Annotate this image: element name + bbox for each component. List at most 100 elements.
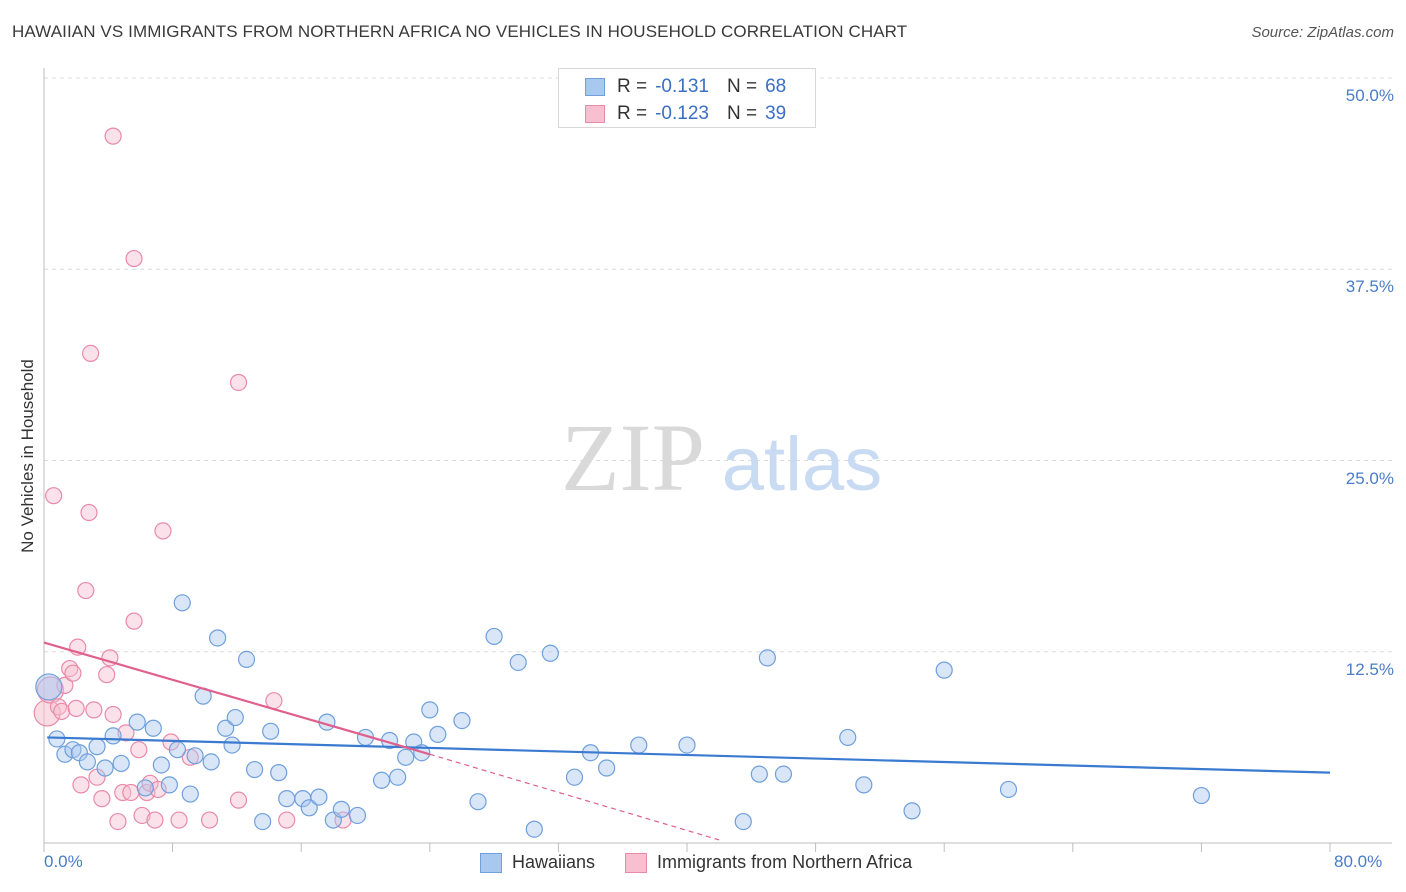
data-point: [855, 776, 873, 794]
data-point: [774, 765, 793, 783]
data-point: [389, 768, 407, 786]
data-point: [168, 741, 187, 759]
data-point: [104, 705, 122, 724]
data-point: [160, 776, 178, 794]
data-point: [209, 629, 227, 647]
watermark-atlas: atlas: [722, 422, 883, 507]
data-point: [125, 612, 143, 630]
data-point: [750, 765, 768, 783]
watermark: ZIP atlas: [561, 404, 882, 511]
data-point: [144, 719, 162, 737]
data-point: [229, 373, 248, 392]
legend-r-label: R =: [617, 103, 648, 124]
legend-r-value: -0.123: [655, 103, 709, 124]
data-point: [999, 780, 1018, 799]
data-point: [469, 793, 487, 811]
data-point: [64, 664, 82, 682]
data-point: [117, 724, 135, 742]
data-point: [734, 812, 752, 831]
y-tick-label: 12.5%: [1345, 659, 1394, 679]
data-point: [278, 811, 296, 829]
y-tick-label: 37.5%: [1345, 277, 1394, 297]
data-point: [104, 127, 122, 145]
data-point: [598, 759, 616, 777]
x-tick-min: 0.0%: [44, 852, 83, 871]
data-point: [935, 661, 953, 679]
data-point: [78, 753, 97, 771]
data-point: [35, 673, 63, 701]
data-point: [229, 791, 248, 809]
data-point: [200, 811, 219, 829]
data-point: [541, 644, 559, 662]
data-point: [397, 748, 415, 766]
data-point: [254, 812, 272, 831]
data-point: [270, 764, 288, 782]
legend-label-hawaiians: Hawaiians: [512, 852, 596, 872]
data-point: [88, 738, 106, 756]
data-point: [839, 728, 857, 747]
legend-item-immigrants: Immigrants from Northern Africa: [625, 852, 912, 873]
data-point: [217, 719, 235, 737]
data-point: [565, 768, 584, 786]
data-point: [112, 754, 130, 773]
data-point: [85, 701, 103, 719]
data-point: [300, 799, 318, 817]
data-point: [133, 806, 151, 825]
x-tick-max: 80.0%: [1334, 852, 1383, 871]
data-point: [122, 783, 140, 802]
legend-r-value: -0.131: [655, 76, 709, 97]
legend-swatch-hawaiians: [480, 852, 502, 873]
data-point: [202, 753, 220, 771]
data-point: [278, 790, 296, 808]
legend-swatch-hawaiians: [585, 78, 605, 96]
data-point: [265, 692, 283, 710]
data-point: [509, 653, 527, 672]
y-tick-label: 25.0%: [1345, 468, 1394, 488]
data-point: [173, 594, 191, 612]
data-point: [348, 806, 367, 825]
data-point: [48, 730, 66, 748]
data-point: [128, 713, 146, 731]
y-tick-label: 50.0%: [1345, 86, 1394, 105]
data-point: [125, 249, 143, 268]
data-point: [758, 649, 776, 667]
data-point: [372, 771, 391, 789]
legend-r-label: R =: [617, 76, 648, 97]
trend-line-hawaiians: [47, 736, 1331, 774]
legend-swatch-immigrants: [585, 105, 605, 123]
data-point: [53, 702, 71, 721]
data-point: [237, 650, 256, 669]
trend-line-immigrants: [43, 641, 431, 756]
data-point: [77, 581, 95, 600]
data-point: [186, 747, 204, 765]
data-point: [154, 522, 172, 540]
legend-n-value: 68: [765, 76, 787, 97]
data-point: [421, 701, 439, 719]
legend-row-immigrants: R = -0.123 N = 39: [585, 103, 786, 125]
chart-title: HAWAIIAN VS IMMIGRANTS FROM NORTHERN AFR…: [12, 22, 908, 41]
data-point: [104, 727, 122, 745]
correlation-legend: R = -0.131 N = 68 R = -0.123 N = 39: [558, 68, 816, 128]
data-point: [245, 760, 264, 779]
data-point: [93, 790, 111, 808]
data-point: [130, 741, 148, 759]
data-point: [1192, 786, 1211, 805]
data-point: [49, 698, 68, 716]
data-point: [453, 711, 471, 730]
data-point: [332, 800, 350, 818]
data-point: [429, 725, 447, 743]
legend-swatch-immigrants: [625, 852, 648, 873]
data-point: [98, 666, 116, 684]
data-point: [72, 776, 90, 794]
watermark-zip: ZIP: [561, 404, 705, 511]
legend-n-label: N =: [726, 76, 758, 97]
series-legend: Hawaiians Immigrants from Northern Afric…: [480, 852, 942, 873]
data-point: [146, 811, 164, 829]
data-point: [310, 788, 328, 806]
data-point: [56, 745, 74, 763]
data-point: [149, 780, 167, 799]
data-point: [170, 811, 188, 829]
data-point: [525, 820, 543, 838]
data-point: [485, 627, 503, 646]
